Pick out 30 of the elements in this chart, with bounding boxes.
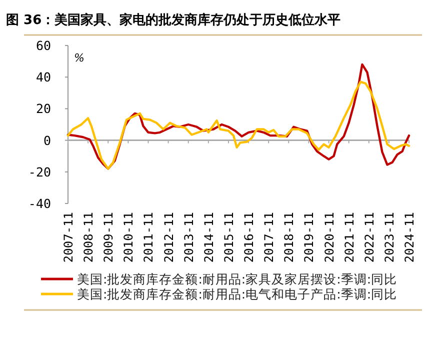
x-tick-label: 2018-11 — [282, 212, 296, 263]
legend-label: 美国:批发商库存金额:耐用品:电气和电子产品:季调:同比 — [77, 286, 398, 302]
x-tick-label: 2015-11 — [222, 212, 236, 263]
y-tick-label: -40 — [28, 196, 51, 211]
chart-title: 图 36：美国家具、家电的批发商库存仍处于历史低位水平 — [6, 12, 341, 28]
line-series — [66, 63, 410, 170]
x-tick-label: 2023-11 — [382, 212, 396, 263]
x-tick-label: 2008-11 — [82, 212, 96, 263]
x-tick-label: 2012-11 — [162, 212, 176, 263]
y-tick-label: 0 — [43, 132, 51, 148]
x-tick-label: 2011-11 — [142, 212, 156, 263]
x-tick-label: 2020-11 — [322, 212, 336, 263]
x-tick-label: 2009-11 — [102, 212, 116, 263]
x-tick-label: 2022-11 — [362, 212, 376, 263]
x-tick-label: 2024-11 — [402, 212, 416, 263]
x-tick-label: 2019-11 — [302, 212, 316, 263]
y-tick-label: -20 — [28, 164, 51, 180]
y-tick-label: 60 — [36, 38, 51, 53]
legend-label: 美国:批发商库存金额:耐用品:家具及家居摆设:季调:同比 — [77, 272, 398, 286]
x-tick-label: 2021-11 — [342, 212, 356, 263]
x-tick-label: 2014-11 — [202, 212, 216, 263]
y-axis-title: % — [74, 52, 84, 64]
x-tick-label: 2013-11 — [182, 212, 196, 263]
y-tick-label: 40 — [36, 70, 51, 85]
x-tick-label: 2007-11 — [62, 212, 76, 263]
line-series — [66, 80, 410, 170]
x-tick-label: 2010-11 — [122, 212, 136, 263]
x-tick-label: 2017-11 — [262, 212, 276, 263]
y-tick-label: 20 — [36, 101, 51, 116]
x-tick-label: 2016-11 — [242, 212, 256, 263]
